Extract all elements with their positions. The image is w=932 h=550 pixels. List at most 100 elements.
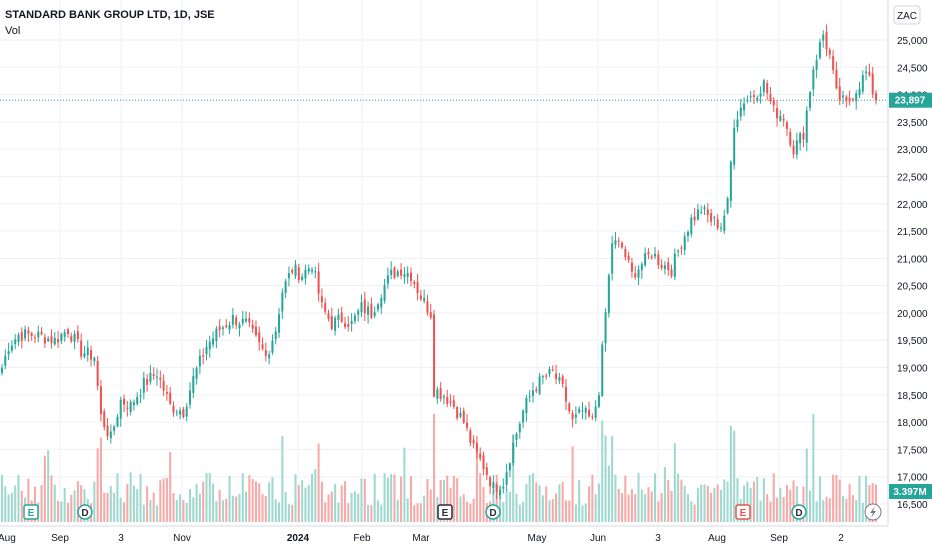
volume-bar [706, 485, 709, 522]
lightning-icon[interactable] [864, 503, 882, 521]
volume-bar [848, 484, 851, 522]
volume-bar [446, 475, 449, 522]
earnings-icon[interactable]: E [735, 504, 751, 520]
candle-body [756, 97, 759, 101]
volume-bar [607, 465, 610, 522]
indicator-label[interactable]: Vol [5, 25, 20, 37]
last-volume-badge: 3.397M [889, 484, 932, 499]
candle-body [429, 312, 432, 318]
candle-body [558, 377, 561, 381]
dividend-icon[interactable]: D [77, 504, 93, 520]
candle-body [258, 332, 261, 343]
candle-body [228, 324, 231, 330]
candle-body [50, 336, 53, 344]
volume-bar [749, 487, 752, 522]
candle-body [40, 331, 43, 335]
price-axis[interactable]: 25,00024,50024,00023,50023,00022,50022,0… [897, 36, 928, 511]
candle-body [423, 297, 426, 302]
candle-body [202, 355, 205, 357]
candle-body [766, 83, 769, 94]
volume-bar [578, 480, 581, 522]
candle-body [373, 312, 376, 316]
volume-bar [779, 487, 782, 522]
candle-body [772, 100, 775, 106]
last-volume-value: 3.397M [893, 487, 926, 498]
volume-bar [393, 474, 396, 522]
currency-label: ZAC [897, 11, 917, 22]
candle-body [57, 339, 60, 343]
candle-body [426, 301, 429, 313]
volume-bar [162, 478, 165, 522]
volume-bar [545, 486, 548, 522]
volume-bar [851, 495, 854, 522]
candle-body [647, 252, 650, 255]
candle-body [376, 304, 380, 310]
volume-bar [60, 501, 63, 522]
volume-bar [93, 481, 96, 522]
candle-body [736, 119, 739, 128]
volume-bar [47, 450, 50, 522]
y-tick-label: 17,500 [897, 445, 928, 456]
earnings-icon[interactable]: E [23, 504, 39, 520]
volume-bar [320, 481, 323, 522]
candle-body [716, 219, 719, 229]
candle-body [304, 269, 307, 279]
candle-body [531, 390, 535, 396]
volume-bar [601, 420, 604, 522]
volume-bar [818, 476, 821, 522]
volume-bar [502, 502, 505, 522]
candle-body [706, 209, 709, 216]
volume-bar [571, 446, 574, 522]
volume-bar [238, 493, 241, 522]
volume-bar [512, 434, 515, 522]
candle-body [696, 209, 699, 220]
candle-body [195, 368, 198, 379]
time-axis[interactable]: Aug Sep 3 Nov 2024 Feb Mar May Jun 3 Aug… [0, 533, 844, 544]
candle-body [225, 325, 228, 328]
candle-body [337, 314, 340, 320]
candle-body [667, 262, 670, 271]
volume-bar [419, 503, 422, 522]
volume-bar [541, 495, 544, 522]
volume-bar [152, 492, 155, 522]
candle-body [485, 467, 488, 476]
volume-bar [76, 481, 79, 522]
volume-bar [314, 468, 317, 522]
candle-body [551, 369, 554, 371]
candle-body [0, 367, 4, 374]
candle-body [343, 323, 347, 327]
candle-body [281, 292, 284, 312]
candle-body [858, 88, 861, 96]
volume-bar [251, 479, 254, 522]
volume-bar [686, 494, 690, 522]
volume-bar [654, 473, 657, 522]
candle-body [571, 413, 574, 420]
candle-body [149, 372, 152, 382]
earnings-icon[interactable]: E [437, 504, 453, 520]
y-tick-label: 20,000 [897, 309, 928, 320]
candle-body [192, 375, 195, 393]
currency-badge[interactable]: ZAC [893, 5, 921, 25]
volume-bar [307, 485, 310, 522]
volume-bar [340, 485, 343, 522]
svg-text:D: D [795, 508, 802, 519]
volume-bar [822, 500, 825, 522]
volume-bar [716, 484, 719, 522]
candle-body [106, 425, 109, 436]
candle-body [640, 264, 643, 271]
candle-body [851, 99, 854, 101]
candle-body [370, 303, 373, 318]
dividend-icon[interactable]: D [485, 504, 501, 520]
candle-body [159, 377, 162, 380]
dividend-icon[interactable]: D [791, 504, 807, 520]
candle-body [812, 69, 815, 90]
candle-body [686, 231, 690, 236]
candle-body [93, 357, 96, 362]
volume-bar [278, 502, 281, 522]
volume-bar [241, 473, 244, 522]
volume-bar [113, 492, 116, 522]
volume-bar [281, 435, 284, 522]
candle-body [489, 477, 492, 487]
candle-body [103, 411, 106, 428]
